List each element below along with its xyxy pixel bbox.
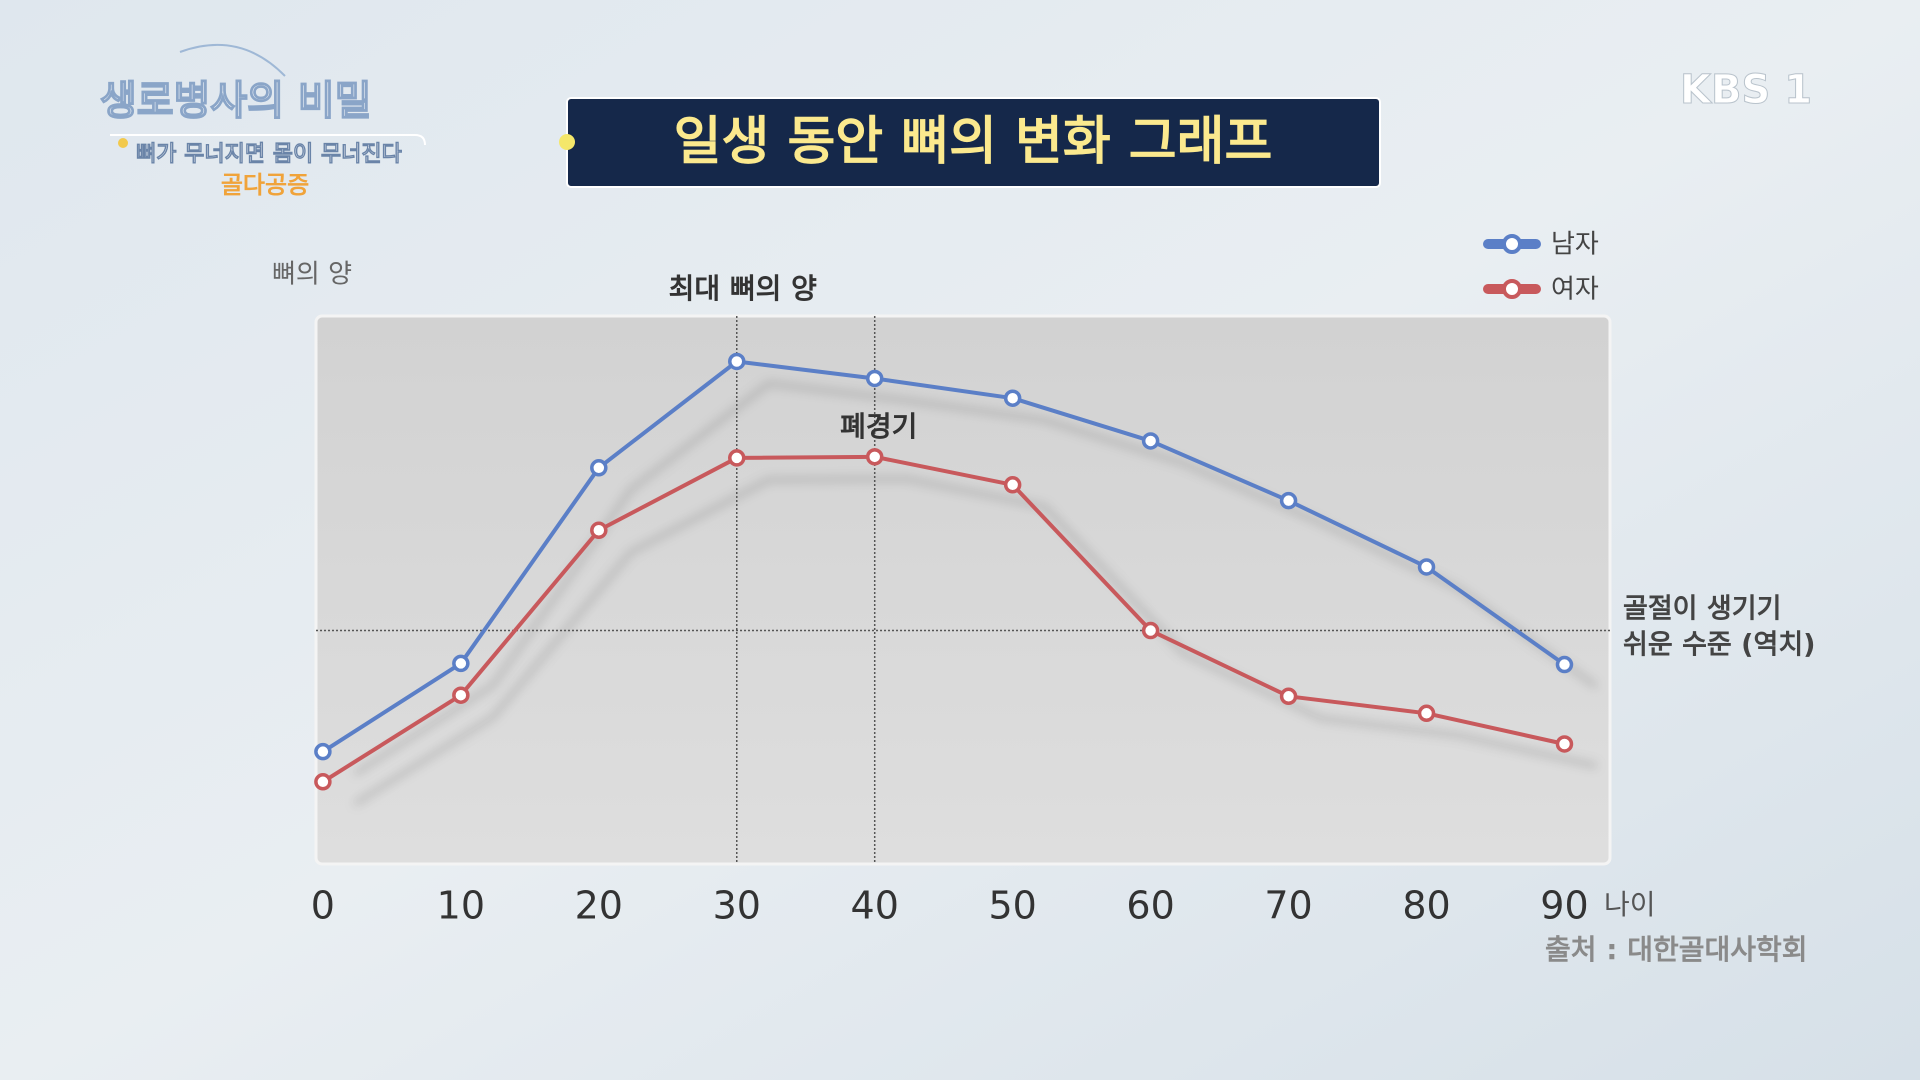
channel-logo: KBS 1 xyxy=(1680,67,1812,113)
x-axis-label: 나이 xyxy=(1604,888,1656,921)
data-point xyxy=(728,449,746,467)
x-tick-label: 70 xyxy=(1264,884,1312,928)
chart-title: 일생 동안 뼈의 변화 그래프 xyxy=(674,112,1273,172)
data-point xyxy=(452,686,470,704)
x-tick-label: 60 xyxy=(1126,884,1174,928)
program-logo: 생로병사의 비밀 xyxy=(100,78,372,124)
episode-subtitle: 뼈가 무너지면 몸이 무너진다 xyxy=(136,142,403,167)
data-point xyxy=(1555,735,1574,753)
y-axis-label: 뼈의 양 xyxy=(272,260,352,290)
x-tick-label: 30 xyxy=(713,884,761,928)
data-point xyxy=(590,459,608,477)
logo-underline xyxy=(110,134,426,146)
plot-area xyxy=(314,314,1612,866)
data-point xyxy=(314,742,332,761)
logo-dot xyxy=(118,138,128,148)
episode-title: 골다공증 xyxy=(221,171,309,199)
data-point xyxy=(1555,655,1574,674)
x-tick-label: 90 xyxy=(1540,884,1588,928)
annotation: 최대 뼈의 양 xyxy=(669,272,818,305)
x-tick-label: 20 xyxy=(575,884,623,928)
threshold-label: 쉬운 수준 (역치) xyxy=(1623,630,1816,661)
source: 출처 : 대한골대사학회 xyxy=(1545,933,1808,966)
x-tick-label: 40 xyxy=(851,884,899,928)
legend-marker xyxy=(1502,234,1522,254)
data-point xyxy=(1417,704,1436,723)
legend-marker xyxy=(1502,279,1522,299)
data-point xyxy=(865,448,884,466)
data-point xyxy=(1279,687,1298,706)
legend-label: 남자 xyxy=(1551,230,1599,260)
title-dot xyxy=(559,134,575,150)
data-point xyxy=(590,521,608,540)
series-line xyxy=(321,454,1565,784)
threshold-label: 골절이 생기기 xyxy=(1623,594,1781,625)
x-tick-label: 80 xyxy=(1402,884,1450,928)
x-tick-label: 0 xyxy=(311,884,335,928)
data-point xyxy=(865,369,884,388)
data-point xyxy=(1279,491,1298,510)
data-point xyxy=(1141,621,1160,640)
data-point xyxy=(728,352,746,371)
legend-label: 여자 xyxy=(1551,275,1599,305)
data-point xyxy=(314,773,332,791)
x-tick-label: 10 xyxy=(437,884,485,928)
data-point xyxy=(1003,476,1022,494)
data-point xyxy=(1141,432,1160,450)
series-line xyxy=(321,359,1566,754)
annotation: 폐경기 xyxy=(840,410,917,443)
x-tick-label: 50 xyxy=(988,884,1036,928)
data-point xyxy=(1417,558,1436,576)
logo-arc xyxy=(179,43,286,77)
data-point xyxy=(1003,389,1022,407)
data-point xyxy=(452,654,470,673)
